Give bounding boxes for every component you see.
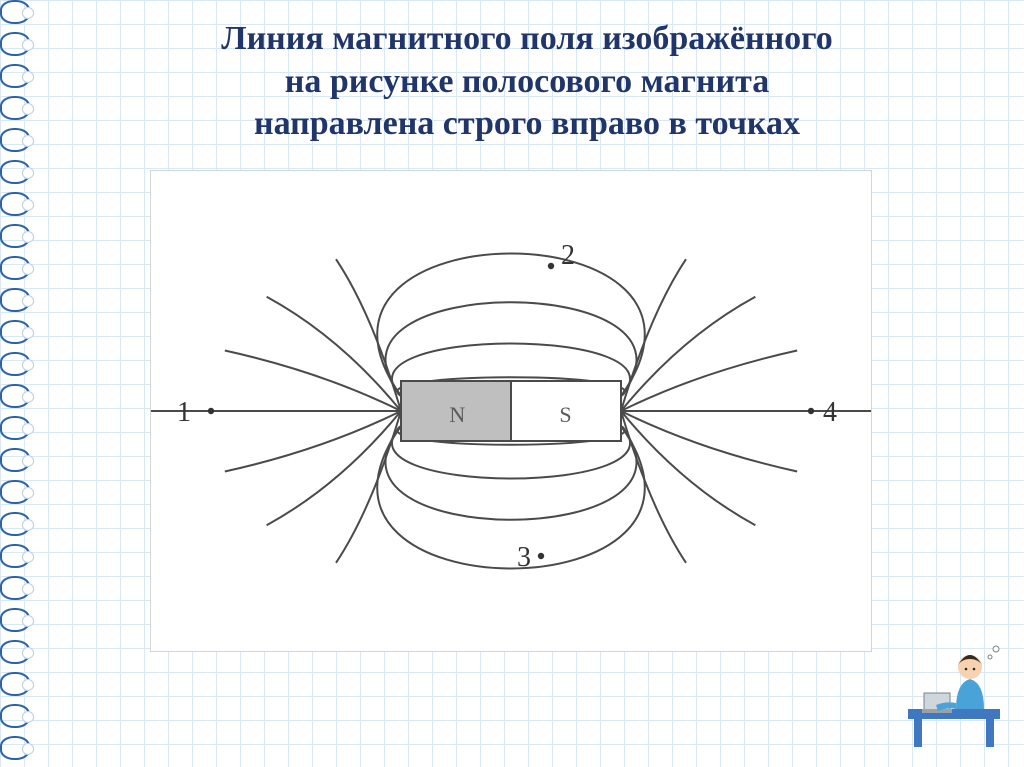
binding-ring	[0, 192, 30, 216]
desk-leg	[914, 719, 922, 747]
magnet-field-diagram: NS 1234	[151, 171, 871, 651]
point-label: 4	[823, 397, 837, 428]
student-at-desk-icon	[904, 639, 1004, 749]
binding-ring	[0, 384, 30, 408]
figure-panel: NS 1234	[150, 170, 872, 652]
point-label: 1	[177, 397, 191, 428]
spiral-binding	[6, 0, 32, 767]
field-line	[377, 254, 645, 397]
bar-magnet: NS	[401, 381, 621, 441]
thought-dot	[993, 646, 999, 652]
student-eye	[973, 668, 976, 671]
binding-ring	[0, 160, 30, 184]
binding-ring	[0, 256, 30, 280]
slide: Линия магнитного поля изображённого на р…	[0, 0, 1024, 767]
binding-ring	[0, 416, 30, 440]
title-line-2: на рисунке полосового магнита	[285, 63, 770, 100]
field-ray	[336, 411, 401, 563]
binding-ring	[0, 64, 30, 88]
binding-ring	[0, 32, 30, 56]
binding-ring	[0, 448, 30, 472]
point-label: 3	[517, 542, 531, 573]
point-dot	[208, 408, 214, 414]
binding-ring	[0, 128, 30, 152]
binding-ring	[0, 736, 30, 760]
point-label: 2	[561, 240, 575, 271]
binding-ring	[0, 96, 30, 120]
binding-ring	[0, 352, 30, 376]
title-line-3: направлена строго вправо в точках	[254, 105, 800, 142]
binding-ring	[0, 224, 30, 248]
student-eye	[965, 668, 968, 671]
magnet-north-label: N	[449, 402, 465, 427]
binding-ring	[0, 320, 30, 344]
field-ray	[621, 411, 686, 563]
binding-ring	[0, 640, 30, 664]
laptop-base	[922, 709, 952, 713]
binding-ring	[0, 704, 30, 728]
binding-ring	[0, 672, 30, 696]
binding-ring	[0, 544, 30, 568]
binding-ring	[0, 576, 30, 600]
title-line-1: Линия магнитного поля изображённого	[221, 20, 833, 57]
point-dot	[538, 553, 544, 559]
binding-ring	[0, 288, 30, 312]
field-ray	[621, 259, 686, 411]
binding-ring	[0, 480, 30, 504]
desk-leg	[986, 719, 994, 747]
student-body	[956, 679, 984, 709]
field-ray	[336, 259, 401, 411]
point-dot	[548, 263, 554, 269]
binding-ring	[0, 0, 30, 24]
page-title: Линия магнитного поля изображённого на р…	[70, 18, 984, 146]
magnet-south-label: S	[559, 402, 571, 427]
binding-ring	[0, 608, 30, 632]
field-line	[377, 426, 645, 569]
point-dot	[808, 408, 814, 414]
thought-dot	[988, 655, 992, 659]
desk-top	[908, 709, 1000, 719]
binding-ring	[0, 512, 30, 536]
